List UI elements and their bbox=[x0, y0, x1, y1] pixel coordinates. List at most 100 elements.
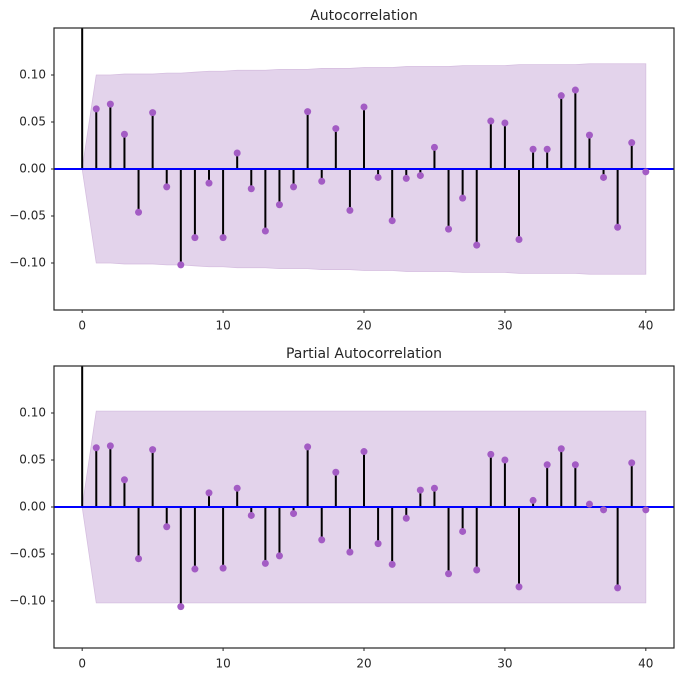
marker bbox=[416, 486, 424, 494]
marker bbox=[642, 506, 650, 514]
marker bbox=[149, 446, 157, 454]
marker bbox=[600, 173, 608, 181]
marker bbox=[473, 566, 481, 574]
marker bbox=[445, 570, 453, 578]
y-tick-label: 0.00 bbox=[19, 500, 46, 514]
marker bbox=[219, 234, 227, 242]
y-tick-label: −0.10 bbox=[9, 256, 46, 270]
marker bbox=[430, 143, 438, 151]
marker bbox=[402, 174, 410, 182]
marker bbox=[571, 86, 579, 94]
marker bbox=[374, 173, 382, 181]
marker bbox=[205, 489, 213, 497]
marker bbox=[304, 108, 312, 116]
marker bbox=[557, 92, 565, 100]
marker bbox=[219, 564, 227, 572]
marker bbox=[487, 450, 495, 458]
marker bbox=[515, 236, 523, 243]
x-tick-label: 0 bbox=[78, 319, 86, 333]
marker bbox=[106, 100, 114, 108]
plot-area bbox=[54, 366, 674, 611]
marker bbox=[487, 117, 495, 125]
plot: Autocorrelation −0.10 −0.05 0.00 0.05 0.10 0 10… bbox=[9, 8, 675, 333]
marker bbox=[261, 227, 269, 235]
y-tick-label: −0.10 bbox=[9, 594, 46, 608]
marker bbox=[628, 459, 636, 467]
y-tick-label: 0.10 bbox=[19, 68, 46, 82]
marker bbox=[247, 511, 255, 519]
marker bbox=[149, 109, 157, 117]
marker bbox=[135, 555, 143, 563]
x-tick-label: 30 bbox=[497, 657, 512, 671]
x-tick-label: 20 bbox=[356, 319, 371, 333]
marker bbox=[642, 168, 650, 176]
marker bbox=[92, 105, 100, 113]
marker bbox=[445, 225, 453, 233]
marker bbox=[275, 552, 283, 560]
marker bbox=[459, 527, 467, 535]
marker bbox=[628, 139, 636, 147]
marker bbox=[614, 223, 622, 231]
marker bbox=[233, 149, 241, 157]
x-tick-label: 10 bbox=[215, 657, 230, 671]
marker bbox=[106, 442, 114, 450]
marker bbox=[318, 536, 326, 544]
marker bbox=[402, 514, 410, 522]
marker bbox=[614, 584, 622, 592]
marker bbox=[346, 548, 354, 556]
y-tick-label: −0.05 bbox=[9, 209, 46, 223]
marker bbox=[304, 443, 312, 451]
marker bbox=[191, 234, 199, 242]
x-tick-label: 0 bbox=[78, 657, 86, 671]
plot: Partial Autocorrelation −0.10 −0.05 0.00 0.0… bbox=[9, 346, 675, 671]
marker bbox=[275, 201, 283, 209]
marker bbox=[543, 145, 551, 153]
marker bbox=[92, 444, 100, 452]
y-tick-label: 0.00 bbox=[19, 162, 46, 176]
marker bbox=[388, 560, 396, 568]
marker bbox=[515, 583, 523, 591]
marker bbox=[233, 484, 241, 492]
marker bbox=[177, 603, 185, 611]
x-tick-label: 40 bbox=[638, 319, 653, 333]
marker bbox=[388, 217, 396, 225]
marker bbox=[163, 523, 171, 531]
marker bbox=[585, 131, 593, 139]
marker bbox=[332, 125, 340, 133]
plot-title: Partial Autocorrelation bbox=[286, 346, 442, 362]
marker bbox=[501, 456, 509, 464]
plot-area bbox=[54, 28, 674, 275]
marker bbox=[120, 476, 128, 484]
marker bbox=[290, 183, 298, 191]
marker bbox=[557, 445, 565, 453]
marker bbox=[177, 261, 185, 269]
marker bbox=[191, 565, 199, 573]
marker bbox=[120, 130, 128, 138]
marker bbox=[529, 496, 537, 504]
marker bbox=[205, 179, 213, 187]
marker bbox=[360, 448, 368, 456]
y-tick-label: 0.05 bbox=[19, 453, 46, 467]
x-tick-label: 30 bbox=[497, 319, 512, 333]
marker bbox=[290, 510, 298, 518]
marker bbox=[585, 500, 593, 508]
marker bbox=[430, 484, 438, 492]
marker bbox=[374, 540, 382, 548]
marker bbox=[529, 145, 537, 153]
y-tick-label: −0.05 bbox=[9, 547, 46, 561]
marker bbox=[135, 208, 143, 216]
marker bbox=[571, 461, 579, 469]
marker bbox=[332, 468, 340, 476]
plot-title: Autocorrelation bbox=[310, 8, 418, 24]
marker bbox=[501, 119, 509, 127]
x-tick-label: 20 bbox=[356, 657, 371, 671]
y-tick-label: 0.10 bbox=[19, 406, 46, 420]
marker bbox=[473, 241, 481, 249]
marker bbox=[346, 206, 354, 214]
marker bbox=[247, 185, 255, 193]
marker bbox=[543, 461, 551, 469]
marker bbox=[261, 559, 269, 567]
y-tick-label: 0.05 bbox=[19, 115, 46, 129]
marker bbox=[163, 183, 171, 191]
